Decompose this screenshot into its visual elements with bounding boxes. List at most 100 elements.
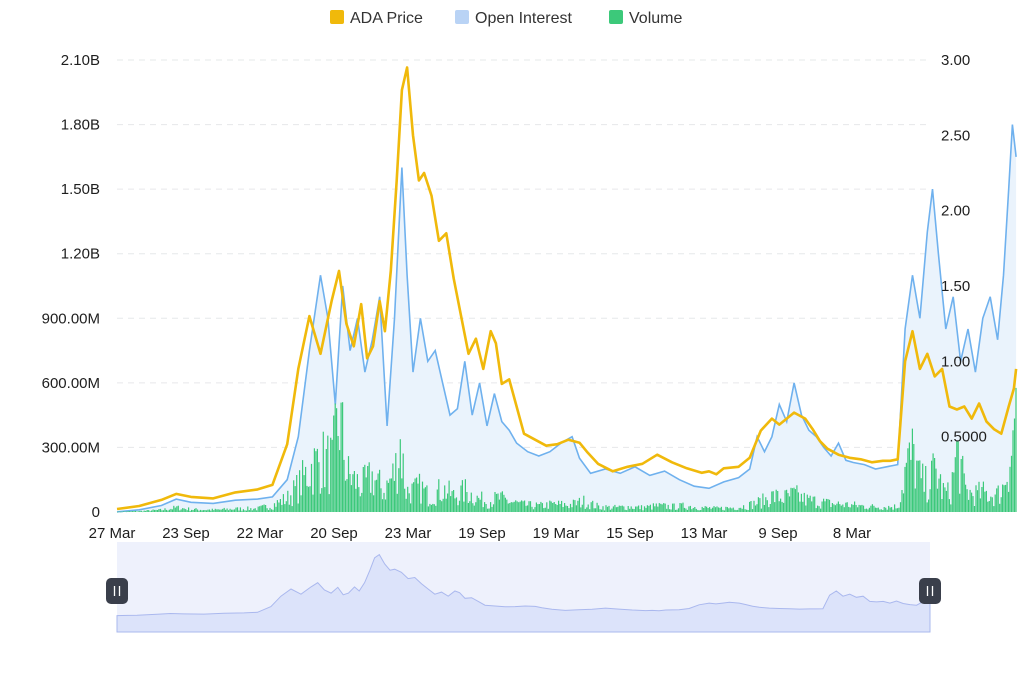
volume-bar (674, 504, 675, 513)
volume-bar (301, 495, 302, 512)
volume-bar (961, 459, 962, 512)
volume-bar (478, 498, 479, 512)
volume-bar (745, 509, 746, 512)
volume-bar (212, 509, 213, 512)
chart-legend: ADA Price Open Interest Volume (330, 10, 682, 27)
volume-bar (382, 499, 383, 512)
volume-bar (986, 491, 987, 512)
volume-bar (765, 497, 766, 512)
volume-bar (487, 509, 488, 512)
volume-bar (802, 502, 803, 512)
volume-bar (378, 474, 379, 513)
volume-bar (560, 504, 561, 512)
volume-bar (867, 509, 868, 512)
volume-bar (509, 503, 510, 512)
volume-bar (563, 507, 564, 512)
volume-bar (318, 462, 319, 512)
volume-bar (551, 502, 552, 513)
volume-bar (742, 509, 743, 512)
volume-bar (574, 500, 575, 512)
volume-bar (967, 489, 968, 512)
volume-bar (397, 494, 398, 512)
volume-bar (156, 510, 157, 512)
volume-bar (839, 504, 840, 512)
volume-bar (151, 511, 152, 513)
volume-bar (363, 467, 364, 512)
volume-bar (944, 487, 945, 512)
volume-bar (193, 510, 194, 512)
volume-bar (460, 486, 461, 513)
volume-bar (946, 491, 947, 512)
volume-bar (827, 499, 828, 512)
volume-bar (169, 510, 170, 512)
open_interest-legend-label[interactable]: Open Interest (475, 10, 573, 27)
volume-bar (443, 499, 444, 512)
volume-bar (1012, 430, 1013, 512)
volume-bar (428, 506, 429, 512)
volume-bar (835, 505, 836, 512)
volume-bar (124, 512, 125, 513)
volume-bar (727, 507, 728, 512)
volume-bar (369, 462, 370, 512)
volume-bar (876, 508, 877, 512)
volume-bar (388, 483, 389, 512)
volume-bar (836, 504, 837, 512)
volume-bar (423, 489, 424, 513)
volume-bar (524, 501, 525, 513)
volume-bar (679, 503, 680, 512)
volume-bar (339, 450, 340, 512)
volume-bar (856, 505, 857, 512)
volume-bar (884, 507, 885, 512)
volume-bar (625, 510, 626, 512)
volume-bar (811, 501, 812, 512)
volume-bar (639, 509, 640, 512)
volume-bar (910, 460, 911, 512)
volume-bar (309, 486, 310, 512)
range-navigator[interactable] (106, 542, 941, 632)
volume-bar (922, 464, 923, 512)
volume-bar (715, 507, 716, 512)
drag-handle-icon[interactable] (919, 578, 941, 604)
volume-bar (600, 509, 601, 512)
drag-handle-icon[interactable] (106, 578, 128, 604)
volume-bar (724, 510, 725, 512)
volume-bar (296, 475, 297, 512)
volume-bar (548, 509, 549, 512)
volume-bar (351, 485, 352, 512)
volume-bar (987, 502, 988, 512)
volume-bar (767, 500, 768, 512)
volume-bar (324, 487, 325, 512)
volume-bar (706, 507, 707, 512)
x-tick-label: 13 Mar (681, 525, 728, 542)
volume-bar (491, 507, 492, 512)
volume-bar (893, 510, 894, 512)
volume-bar (896, 508, 897, 512)
volume-bar (219, 510, 220, 512)
volume-bar (671, 510, 672, 513)
left-range-handle[interactable] (106, 578, 128, 604)
volume-legend-label[interactable]: Volume (629, 10, 682, 27)
volume-bar (903, 493, 904, 512)
volume-bar (1008, 492, 1009, 512)
volume-bar (672, 504, 673, 512)
volume-bar (148, 510, 149, 512)
volume-bar (258, 507, 259, 512)
right-range-handle[interactable] (919, 578, 941, 604)
volume-bar (632, 509, 633, 512)
volume-bar (613, 506, 614, 512)
x-tick-label: 15 Sep (606, 525, 654, 542)
price-legend-label[interactable]: ADA Price (350, 10, 423, 27)
volume-bar (170, 509, 171, 512)
volume-bar (981, 487, 982, 512)
volume-bar (354, 471, 355, 512)
volume-bar (900, 502, 901, 512)
volume-bar (398, 468, 399, 512)
volume-bar (688, 506, 689, 512)
volume-bar (718, 507, 719, 512)
volume-bar (272, 510, 273, 512)
volume-bar (197, 510, 198, 513)
volume-bar (953, 473, 954, 513)
x-tick-label: 20 Sep (310, 525, 358, 542)
volume-bar (607, 507, 608, 512)
